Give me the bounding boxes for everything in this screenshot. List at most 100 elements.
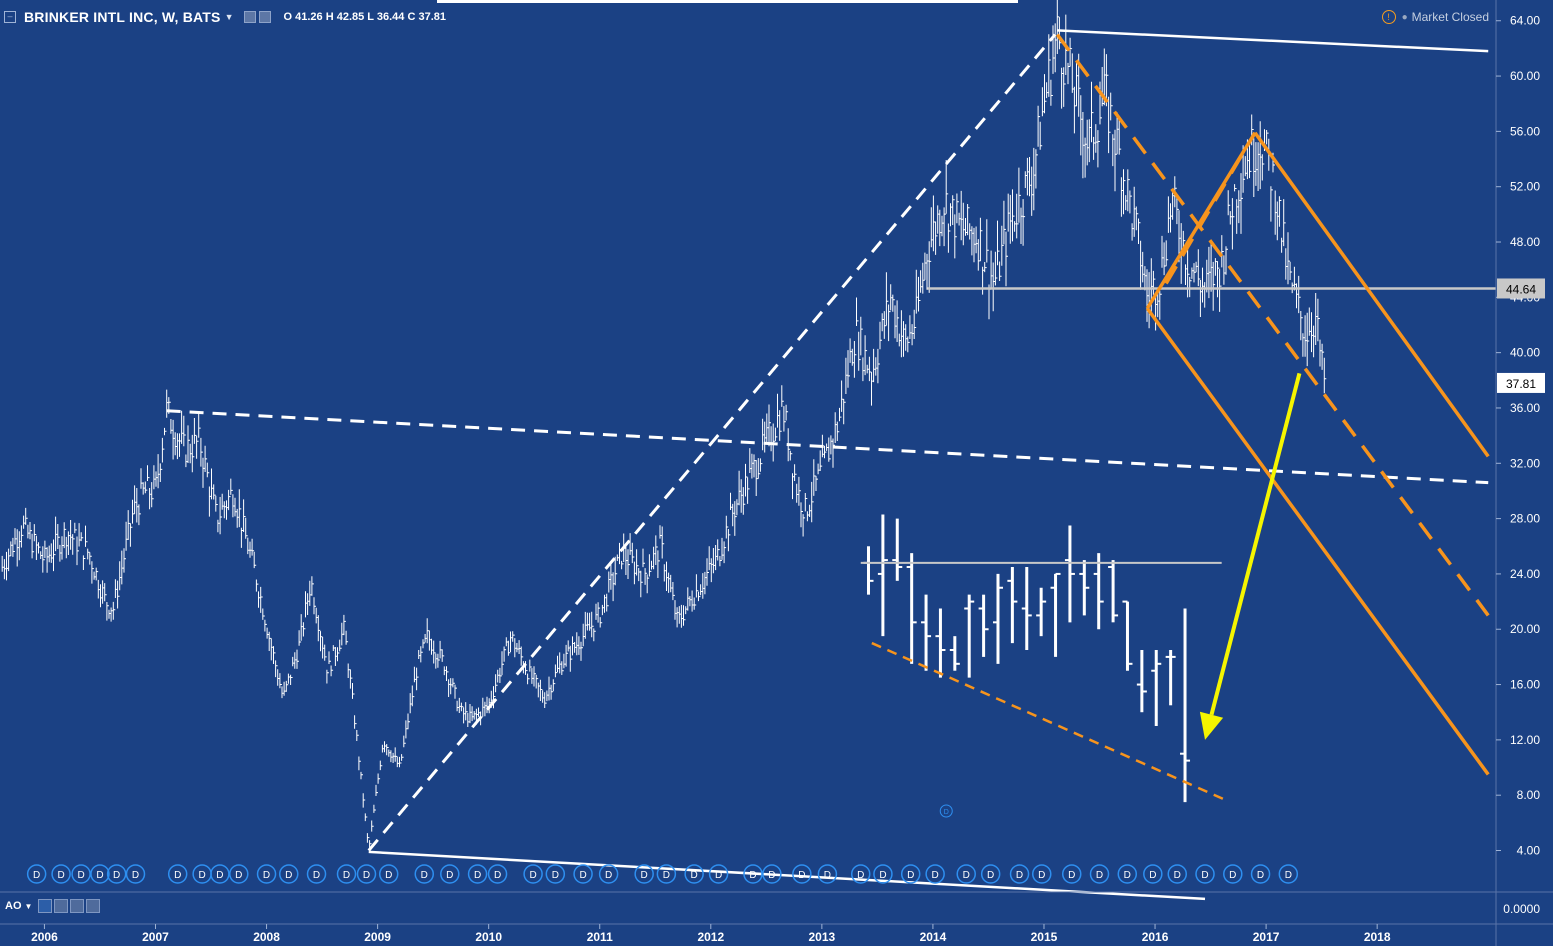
dividend-marker-circle [900, 864, 921, 884]
eye-icon[interactable] [38, 899, 53, 913]
dividend-marker-label: D [216, 870, 223, 881]
settings-icon[interactable] [54, 899, 69, 913]
inset-bar [1036, 587, 1047, 637]
inset-bar [1007, 567, 1018, 644]
y-tick-label: 20.00 [1510, 622, 1540, 636]
chevron-down-icon[interactable]: ▼ [224, 12, 234, 22]
price-labels: 44.64 37.81 [1497, 278, 1545, 393]
dividend-marker-label: D [113, 870, 120, 881]
dividend-marker-icon: D [90, 864, 110, 884]
dividend-marker-circle [850, 864, 871, 884]
dividend-marker-label: D [474, 870, 481, 881]
indicator-name[interactable]: AO [5, 900, 22, 912]
dividend-marker-icon: D [378, 864, 399, 884]
time-axis[interactable]: 2006 2007 2008 2009 2010 2011 2012 2013 2014 2015… [31, 924, 1391, 944]
chevron-down-icon[interactable]: ▼ [24, 901, 33, 911]
y-tick-label: 4.00 [1517, 844, 1541, 858]
y-tick-label: 64.00 [1510, 14, 1540, 28]
dividend-marker-circle [925, 864, 945, 884]
price-series [1, 0, 1327, 849]
dividend-marker-label: D [691, 870, 698, 881]
last-price-label: 37.81 [1506, 377, 1536, 391]
dividend-marker-label: D [641, 870, 648, 881]
orange-dashed-channel-line [1055, 33, 1490, 617]
dividend-marker-icon: D [708, 864, 729, 884]
close-icon[interactable] [86, 899, 101, 913]
format-icon[interactable] [258, 11, 271, 23]
ao-axis-label: 0.0000 [1503, 902, 1540, 916]
inset-bar [877, 514, 888, 637]
dividend-marker-circle [817, 864, 838, 884]
inset-bar [1064, 525, 1075, 623]
dividend-marker-label: D [132, 870, 139, 881]
inset-bar [1093, 553, 1104, 630]
status-dot-icon: ● [1401, 11, 1408, 23]
dividend-marker-icon: D [900, 864, 921, 884]
dividend-marker-circle [414, 864, 435, 884]
dividend-marker-circle [26, 864, 47, 884]
dividend-marker-label: D [1068, 870, 1075, 881]
dividend-marker-icon: D [792, 864, 812, 884]
dividend-marker-circle [210, 864, 230, 884]
dividend-marker-icon: D [256, 864, 277, 884]
dividend-marker-circle [1195, 864, 1215, 884]
dividend-marker-label: D [313, 870, 320, 881]
ohlc-values: O 41.26 H 42.85 L 36.44 C 37.81 [283, 11, 446, 23]
symbol-title[interactable]: BRINKER INTL INC, W, BATS [24, 9, 221, 25]
add-icon[interactable] [70, 899, 85, 913]
white-trend-line [1057, 29, 1489, 53]
x-tick-label: 2012 [697, 930, 724, 944]
white-trend-line [368, 850, 1206, 901]
alert-icon[interactable]: ! [1381, 10, 1396, 24]
dividend-marker-icon: D [1061, 864, 1082, 884]
dividend-marker-label: D [235, 870, 242, 881]
dividend-marker-label: D [1124, 870, 1131, 881]
inset-bar [1151, 649, 1162, 727]
inset-bar [1180, 608, 1191, 803]
y-tick-label: 8.00 [1517, 788, 1541, 802]
dividend-marker-icon: D [925, 864, 945, 884]
dividend-marker-label: D [199, 870, 206, 881]
dividend-marker-icon: D [1009, 864, 1030, 884]
inset-bar [1021, 567, 1032, 650]
dividend-marker-icon: D [210, 864, 230, 884]
dividend-marker-label: D [33, 870, 40, 881]
inset-bar [992, 573, 1003, 664]
dividend-marker-icon: D [1195, 864, 1215, 884]
dividend-marker-label: D [932, 870, 939, 881]
dividend-marker-label: D [1201, 870, 1208, 881]
dividend-marker-label: D [944, 809, 949, 816]
price-bars [1, 0, 1327, 849]
dividend-marker-icon: D [1167, 864, 1188, 884]
dividend-marker-icon: D [1089, 864, 1110, 884]
dividend-marker-icon: D [1250, 864, 1271, 884]
dividend-marker-icon: D [1143, 864, 1163, 884]
x-tick-label: 2010 [475, 930, 502, 944]
x-tick-label: 2014 [920, 930, 947, 944]
dividend-marker-label: D [263, 870, 270, 881]
dividend-marker-circle [762, 864, 782, 884]
orange-channel-line [1253, 131, 1490, 458]
level-price-badge [1497, 278, 1545, 299]
dividend-marker-label: D [1096, 870, 1103, 881]
x-tick-label: 2013 [809, 930, 836, 944]
inset-bar [1108, 560, 1119, 623]
y-tick-label: 60.00 [1510, 69, 1540, 83]
y-tick-label: 52.00 [1510, 180, 1540, 194]
dividend-marker-icon: D [817, 864, 838, 884]
dividend-marker-circle [956, 864, 976, 884]
dividend-marker-label: D [174, 870, 181, 881]
settings-icon[interactable] [243, 11, 256, 23]
dividend-marker-circle [598, 864, 619, 884]
yellow-arrow-shaft [1209, 372, 1302, 716]
dividend-marker-circle [743, 864, 763, 884]
dividend-marker-label: D [824, 870, 831, 881]
dividend-marker-label: D [987, 870, 994, 881]
collapse-icon[interactable]: – [4, 11, 16, 23]
dividend-marker-label: D [907, 870, 914, 881]
dividend-marker-icon: D [684, 864, 704, 884]
dividend-marker-circle [71, 864, 91, 884]
dividend-marker-circle [939, 804, 953, 818]
dividend-marker-circle [51, 864, 71, 884]
